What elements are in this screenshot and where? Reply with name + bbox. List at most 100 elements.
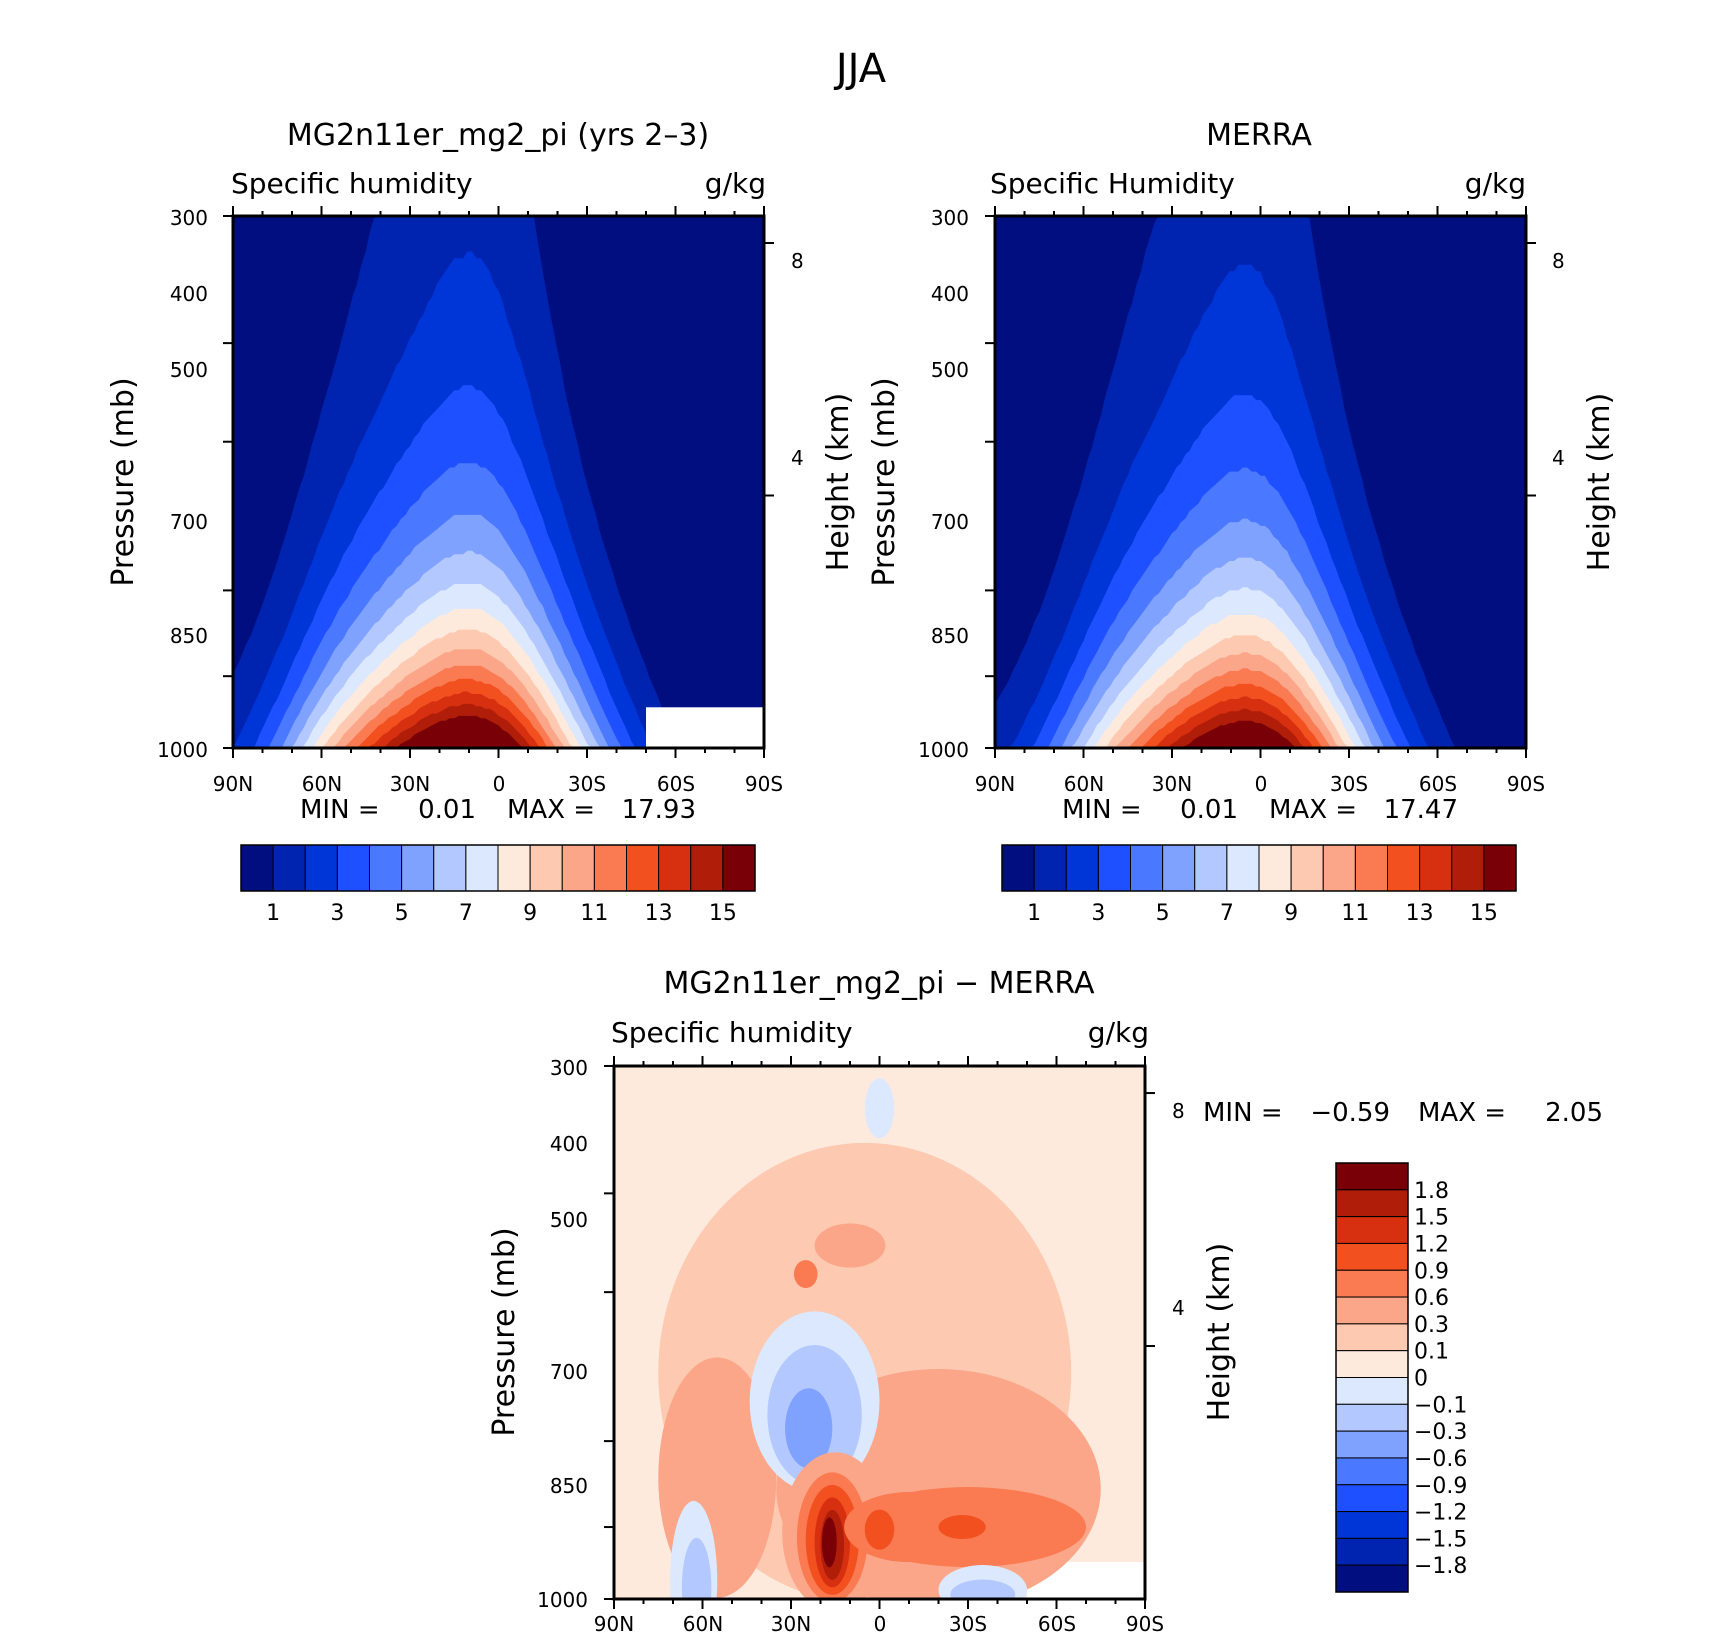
panel-model-tick-x-60n: 60N (302, 772, 342, 796)
colorbar-label: 1.5 (1414, 1206, 1449, 1231)
panel-model-title: MG2n11er_mg2_pi (yrs 2–3) (287, 118, 709, 153)
panel-difference-tick-right-8: 8 (1172, 1099, 1185, 1123)
colorbar-swatch (1335, 1323, 1409, 1352)
difference-anomaly (864, 1509, 895, 1550)
missing-data-region (646, 707, 764, 748)
panel-model-tick-x-0: 0 (493, 772, 506, 796)
panel-model-tick-x-30n: 30N (390, 772, 430, 796)
panel-difference-colorbar: 1.81.51.20.90.60.30.10−0.1−0.3−0.6−0.9−1… (1335, 1162, 1467, 1593)
panel-obs-y-axis-right-label: Height (km) (1582, 393, 1617, 572)
panel-model-variable-label: Specific humidity (231, 167, 473, 200)
panel-model-axis-ticks (223, 206, 774, 758)
colorbar-swatch (1451, 844, 1485, 892)
panel-obs-colorbar-frame (1001, 844, 1517, 892)
colorbar-label: 1.8 (1414, 1179, 1449, 1204)
panel-obs-tick-y-700: 700 (931, 510, 969, 534)
panel-model-max-label: MAX = (507, 795, 595, 825)
panel-obs-axis-ticks (985, 206, 1536, 758)
colorbar-swatch (1322, 844, 1356, 892)
panel-model-tick-x-30s: 30S (568, 772, 606, 796)
colorbar-label: 11 (580, 901, 608, 926)
colorbar-swatch (1335, 1537, 1409, 1566)
colorbar-label: 1 (1027, 901, 1041, 926)
colorbar-label: 13 (1406, 901, 1434, 926)
panel-model-units-label: g/kg (705, 167, 766, 200)
colorbar-swatch (1335, 1403, 1409, 1432)
panel-difference-plot-area (614, 1066, 1145, 1599)
panel-difference-contour-fills (658, 1078, 1145, 1599)
colorbar-swatch (1097, 844, 1132, 892)
colorbar-swatch (1335, 1350, 1409, 1378)
panel-obs-tick-x-90n: 90N (975, 772, 1015, 796)
colorbar-label: −1.8 (1414, 1554, 1467, 1579)
colorbar-swatch (1258, 844, 1292, 892)
difference-anomaly (864, 1078, 895, 1139)
panel-obs-max-label: MAX = (1269, 795, 1357, 825)
panel-difference-min-value: −0.59 (1310, 1098, 1390, 1128)
colorbar-swatch (1290, 844, 1324, 892)
colorbar-swatch (1335, 1269, 1409, 1298)
colorbar-swatch (1335, 1564, 1409, 1593)
panel-obs-title: MERRA (1206, 118, 1312, 153)
colorbar-swatch (1483, 844, 1517, 892)
colorbar-swatch (1130, 844, 1164, 892)
colorbar-swatch (1335, 1457, 1409, 1486)
panel-obs-tick-right-8: 8 (1552, 249, 1565, 273)
panel-model-tick-right-8: 8 (791, 249, 804, 273)
difference-anomaly (681, 1537, 712, 1599)
panel-model-tick-y-1000: 1000 (157, 738, 208, 762)
difference-anomaly (793, 1260, 818, 1289)
panel-model-plot-area (233, 216, 764, 748)
panel-difference: MG2n11er_mg2_pi − MERRA Specific humidit… (487, 966, 1603, 1636)
colorbar-label: 0.3 (1414, 1313, 1449, 1338)
colorbar-swatch (1065, 844, 1099, 892)
colorbar-label: 9 (1284, 901, 1298, 926)
colorbar-label: 9 (523, 901, 537, 926)
colorbar-label: −0.1 (1414, 1393, 1467, 1418)
panel-difference-tick-y-850: 850 (550, 1474, 588, 1498)
colorbar-swatch (529, 844, 563, 892)
colorbar-swatch (1335, 1189, 1409, 1218)
difference-anomaly (938, 1515, 986, 1540)
panel-model-y-axis-label: Pressure (mb) (106, 377, 141, 586)
colorbar-swatch (1335, 1242, 1409, 1271)
colorbar-swatch (1387, 844, 1421, 892)
colorbar-swatch (1354, 844, 1389, 892)
panel-model-tick-y-500: 500 (170, 358, 208, 382)
colorbar-swatch (497, 844, 531, 892)
colorbar-swatch (1335, 1511, 1409, 1539)
panel-obs-tick-x-0: 0 (1255, 772, 1268, 796)
panel-obs-tick-x-30s: 30S (1330, 772, 1368, 796)
colorbar-label: 5 (395, 901, 409, 926)
colorbar-swatch (1194, 844, 1228, 892)
colorbar-swatch (1226, 844, 1260, 892)
panel-difference-y-axis-label: Pressure (mb) (487, 1227, 522, 1436)
panel-obs-min-value: 0.01 (1180, 795, 1238, 825)
panel-difference-tick-x-0: 0 (874, 1612, 887, 1636)
colorbar-label: −0.6 (1414, 1447, 1467, 1472)
panel-obs-tick-y-400: 400 (931, 282, 969, 306)
colorbar-label: 11 (1341, 901, 1369, 926)
panel-model-tick-y-850: 850 (170, 624, 208, 648)
panel-obs-contour-fills (995, 216, 1526, 748)
colorbar-swatch (465, 844, 499, 892)
panel-difference-max-value: 2.05 (1545, 1098, 1603, 1128)
colorbar-swatch (1001, 844, 1035, 892)
panel-obs-units-label: g/kg (1465, 167, 1526, 200)
colorbar-label: −1.2 (1414, 1501, 1467, 1526)
colorbar-swatch (1419, 844, 1453, 892)
contour-band (995, 720, 1526, 748)
panel-difference-title: MG2n11er_mg2_pi − MERRA (664, 966, 1095, 1001)
colorbar-label: 0.1 (1414, 1340, 1449, 1365)
panel-difference-axis-ticks (604, 1056, 1155, 1609)
colorbar-label: 7 (1220, 901, 1234, 926)
colorbar-label: 5 (1156, 901, 1170, 926)
colorbar-swatch (593, 844, 628, 892)
panel-obs-tick-right-4: 4 (1552, 446, 1565, 470)
panel-obs: MERRA Specific Humidity g/kg 300 400 500… (867, 118, 1617, 926)
panel-model-max-value: 17.93 (622, 795, 696, 825)
colorbar-swatch (658, 844, 692, 892)
colorbar-swatch (401, 844, 435, 892)
colorbar-label: 15 (1470, 901, 1498, 926)
panel-model-colorbar: 1 3 5 7 9 11 13 15 (240, 844, 756, 926)
